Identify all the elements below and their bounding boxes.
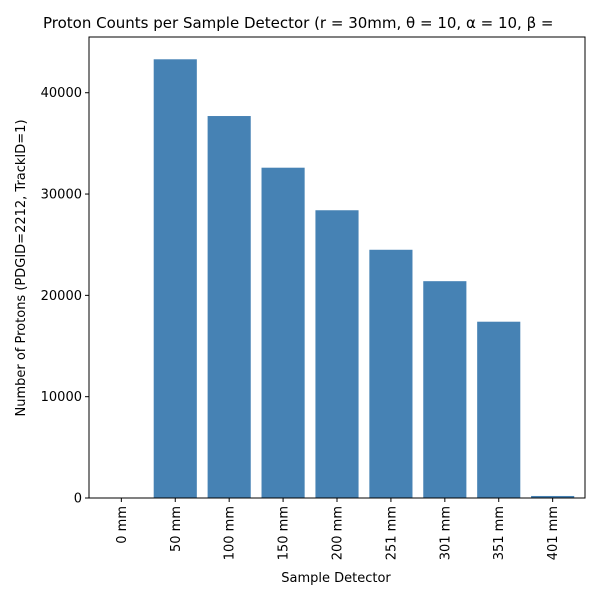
x-tick-label: 100 mm — [223, 506, 238, 560]
x-tick-label: 351 mm — [492, 506, 507, 560]
bars-layer — [153, 59, 575, 498]
chart-title: Proton Counts per Sample Detector (r = 3… — [43, 14, 553, 32]
bar-50-mm — [153, 59, 197, 498]
bar-150-mm — [261, 167, 305, 498]
bar-251-mm — [369, 249, 413, 498]
x-tick-label: 200 mm — [331, 506, 346, 560]
bar-301-mm — [423, 281, 467, 498]
bar-100-mm — [207, 116, 251, 498]
x-tick-label: 251 mm — [384, 506, 399, 560]
y-tick-label: 20000 — [41, 289, 82, 304]
y-tick-label: 30000 — [41, 188, 82, 203]
x-tick-label: 401 mm — [546, 506, 561, 560]
y-ticks-layer: 0 10000 20000 30000 40000 — [41, 86, 89, 507]
x-tick-label: 50 mm — [169, 506, 184, 552]
bar-401-mm — [531, 495, 575, 498]
y-tick-label: 10000 — [41, 390, 82, 405]
y-tick-label: 0 — [74, 492, 82, 507]
y-tick-label: 40000 — [41, 86, 82, 101]
x-ticks-layer: 0 mm 50 mm 100 mm 150 mm 200 mm 251 mm 301 mm 3… — [115, 498, 561, 560]
y-axis-label: Number of Protons (PDGID=2212, TrackID=1… — [14, 119, 29, 416]
x-tick-label: 150 mm — [277, 506, 292, 560]
x-tick-label: 0 mm — [115, 506, 130, 544]
bar-200-mm — [315, 210, 359, 498]
x-tick-label: 301 mm — [438, 506, 453, 560]
x-axis-label: Sample Detector — [281, 571, 391, 586]
plot-frame — [88, 36, 586, 499]
bar-351-mm — [477, 321, 521, 498]
